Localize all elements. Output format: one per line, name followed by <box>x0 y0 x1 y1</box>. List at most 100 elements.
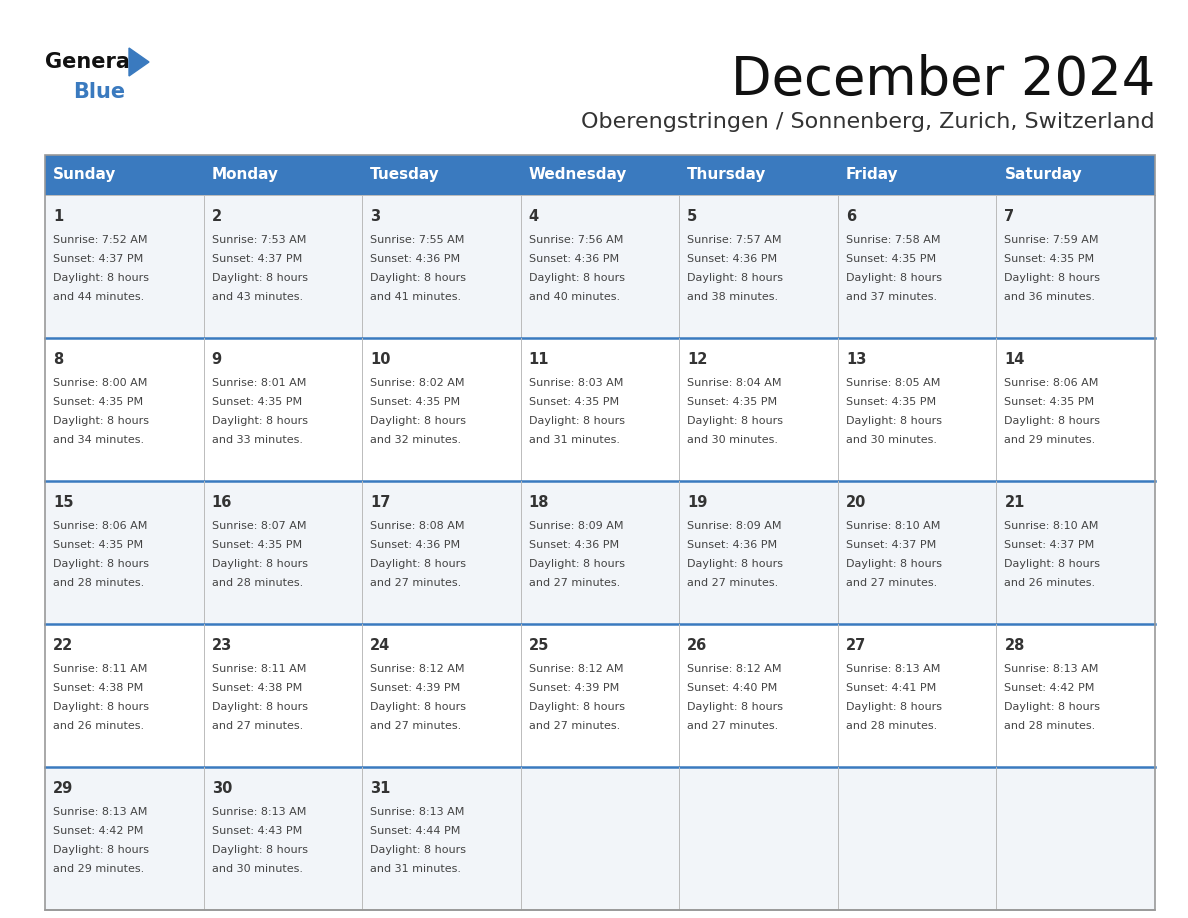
Text: 7: 7 <box>1004 209 1015 224</box>
Text: Sunrise: 8:03 AM: Sunrise: 8:03 AM <box>529 378 623 388</box>
Text: Sunrise: 8:06 AM: Sunrise: 8:06 AM <box>1004 378 1099 388</box>
Text: Sunset: 4:36 PM: Sunset: 4:36 PM <box>371 254 460 264</box>
Text: Daylight: 8 hours: Daylight: 8 hours <box>1004 702 1100 712</box>
Text: and 27 minutes.: and 27 minutes. <box>688 578 778 588</box>
Text: and 28 minutes.: and 28 minutes. <box>1004 721 1095 731</box>
Text: 16: 16 <box>211 495 232 510</box>
Text: Sunset: 4:37 PM: Sunset: 4:37 PM <box>53 254 144 264</box>
Text: Sunrise: 7:55 AM: Sunrise: 7:55 AM <box>371 235 465 245</box>
FancyBboxPatch shape <box>45 481 1155 624</box>
Text: Daylight: 8 hours: Daylight: 8 hours <box>1004 416 1100 426</box>
Text: Sunset: 4:36 PM: Sunset: 4:36 PM <box>529 540 619 550</box>
Text: Daylight: 8 hours: Daylight: 8 hours <box>53 273 148 283</box>
Text: and 27 minutes.: and 27 minutes. <box>529 578 620 588</box>
Text: 31: 31 <box>371 781 391 796</box>
Text: Sunset: 4:37 PM: Sunset: 4:37 PM <box>211 254 302 264</box>
Text: Sunrise: 8:08 AM: Sunrise: 8:08 AM <box>371 521 465 531</box>
Text: Sunset: 4:35 PM: Sunset: 4:35 PM <box>211 397 302 407</box>
Text: 23: 23 <box>211 638 232 653</box>
Text: and 27 minutes.: and 27 minutes. <box>846 578 937 588</box>
Text: Sunrise: 8:00 AM: Sunrise: 8:00 AM <box>53 378 147 388</box>
Text: Sunset: 4:38 PM: Sunset: 4:38 PM <box>53 683 144 693</box>
Text: and 28 minutes.: and 28 minutes. <box>211 578 303 588</box>
Text: Oberengstringen / Sonnenberg, Zurich, Switzerland: Oberengstringen / Sonnenberg, Zurich, Sw… <box>581 112 1155 132</box>
Text: Sunset: 4:35 PM: Sunset: 4:35 PM <box>53 540 143 550</box>
Text: and 27 minutes.: and 27 minutes. <box>688 721 778 731</box>
Text: Sunrise: 8:12 AM: Sunrise: 8:12 AM <box>371 664 465 674</box>
Text: Sunset: 4:41 PM: Sunset: 4:41 PM <box>846 683 936 693</box>
Text: Sunset: 4:37 PM: Sunset: 4:37 PM <box>846 540 936 550</box>
Text: Sunrise: 7:56 AM: Sunrise: 7:56 AM <box>529 235 623 245</box>
Text: 28: 28 <box>1004 638 1025 653</box>
Text: Daylight: 8 hours: Daylight: 8 hours <box>529 273 625 283</box>
Text: Thursday: Thursday <box>688 167 766 183</box>
Text: 14: 14 <box>1004 352 1025 367</box>
Text: 18: 18 <box>529 495 549 510</box>
Text: and 32 minutes.: and 32 minutes. <box>371 435 461 445</box>
Text: Sunset: 4:35 PM: Sunset: 4:35 PM <box>211 540 302 550</box>
Polygon shape <box>129 48 148 76</box>
Text: and 31 minutes.: and 31 minutes. <box>371 864 461 874</box>
Text: Sunday: Sunday <box>53 167 116 183</box>
Text: Daylight: 8 hours: Daylight: 8 hours <box>371 559 466 569</box>
Text: Daylight: 8 hours: Daylight: 8 hours <box>371 845 466 855</box>
Text: Sunrise: 8:12 AM: Sunrise: 8:12 AM <box>529 664 624 674</box>
Text: Sunset: 4:35 PM: Sunset: 4:35 PM <box>688 397 777 407</box>
Text: Sunset: 4:39 PM: Sunset: 4:39 PM <box>529 683 619 693</box>
Text: Sunset: 4:35 PM: Sunset: 4:35 PM <box>529 397 619 407</box>
Text: Sunset: 4:35 PM: Sunset: 4:35 PM <box>1004 397 1094 407</box>
Text: Sunrise: 8:12 AM: Sunrise: 8:12 AM <box>688 664 782 674</box>
Text: Sunrise: 8:13 AM: Sunrise: 8:13 AM <box>1004 664 1099 674</box>
Text: and 29 minutes.: and 29 minutes. <box>53 864 144 874</box>
Text: Daylight: 8 hours: Daylight: 8 hours <box>846 559 942 569</box>
Text: and 30 minutes.: and 30 minutes. <box>846 435 937 445</box>
Text: and 38 minutes.: and 38 minutes. <box>688 292 778 302</box>
Text: and 41 minutes.: and 41 minutes. <box>371 292 461 302</box>
Text: and 37 minutes.: and 37 minutes. <box>846 292 937 302</box>
Text: 4: 4 <box>529 209 539 224</box>
Text: and 27 minutes.: and 27 minutes. <box>211 721 303 731</box>
Text: 25: 25 <box>529 638 549 653</box>
Text: Sunrise: 8:09 AM: Sunrise: 8:09 AM <box>529 521 624 531</box>
Text: 11: 11 <box>529 352 549 367</box>
Text: and 28 minutes.: and 28 minutes. <box>53 578 144 588</box>
Text: Daylight: 8 hours: Daylight: 8 hours <box>371 702 466 712</box>
Text: Daylight: 8 hours: Daylight: 8 hours <box>211 416 308 426</box>
Text: 13: 13 <box>846 352 866 367</box>
Text: 3: 3 <box>371 209 380 224</box>
Text: Daylight: 8 hours: Daylight: 8 hours <box>1004 559 1100 569</box>
Text: Sunrise: 7:57 AM: Sunrise: 7:57 AM <box>688 235 782 245</box>
Text: 29: 29 <box>53 781 74 796</box>
Text: and 44 minutes.: and 44 minutes. <box>53 292 144 302</box>
Text: Daylight: 8 hours: Daylight: 8 hours <box>688 273 783 283</box>
Text: 1: 1 <box>53 209 63 224</box>
Text: Sunrise: 8:11 AM: Sunrise: 8:11 AM <box>211 664 307 674</box>
Text: and 36 minutes.: and 36 minutes. <box>1004 292 1095 302</box>
FancyBboxPatch shape <box>45 624 1155 767</box>
Text: and 30 minutes.: and 30 minutes. <box>688 435 778 445</box>
Text: Sunrise: 8:13 AM: Sunrise: 8:13 AM <box>211 807 307 817</box>
Text: Friday: Friday <box>846 167 898 183</box>
Text: Sunset: 4:35 PM: Sunset: 4:35 PM <box>1004 254 1094 264</box>
Text: Sunset: 4:35 PM: Sunset: 4:35 PM <box>53 397 143 407</box>
Text: Sunrise: 8:10 AM: Sunrise: 8:10 AM <box>846 521 940 531</box>
Text: Wednesday: Wednesday <box>529 167 627 183</box>
Text: and 34 minutes.: and 34 minutes. <box>53 435 144 445</box>
Text: Sunset: 4:39 PM: Sunset: 4:39 PM <box>371 683 461 693</box>
Text: Sunset: 4:37 PM: Sunset: 4:37 PM <box>1004 540 1094 550</box>
Text: Sunrise: 7:58 AM: Sunrise: 7:58 AM <box>846 235 941 245</box>
Text: 19: 19 <box>688 495 708 510</box>
Text: Sunset: 4:36 PM: Sunset: 4:36 PM <box>529 254 619 264</box>
Text: Daylight: 8 hours: Daylight: 8 hours <box>846 416 942 426</box>
Text: Saturday: Saturday <box>1004 167 1082 183</box>
Text: Sunset: 4:35 PM: Sunset: 4:35 PM <box>846 254 936 264</box>
Text: Sunrise: 8:04 AM: Sunrise: 8:04 AM <box>688 378 782 388</box>
Text: Sunrise: 8:05 AM: Sunrise: 8:05 AM <box>846 378 940 388</box>
Text: Sunset: 4:40 PM: Sunset: 4:40 PM <box>688 683 777 693</box>
Text: Sunrise: 7:52 AM: Sunrise: 7:52 AM <box>53 235 147 245</box>
Text: Sunset: 4:35 PM: Sunset: 4:35 PM <box>846 397 936 407</box>
Text: 6: 6 <box>846 209 857 224</box>
Text: Sunrise: 8:11 AM: Sunrise: 8:11 AM <box>53 664 147 674</box>
FancyBboxPatch shape <box>45 767 1155 910</box>
Text: Sunset: 4:35 PM: Sunset: 4:35 PM <box>371 397 460 407</box>
